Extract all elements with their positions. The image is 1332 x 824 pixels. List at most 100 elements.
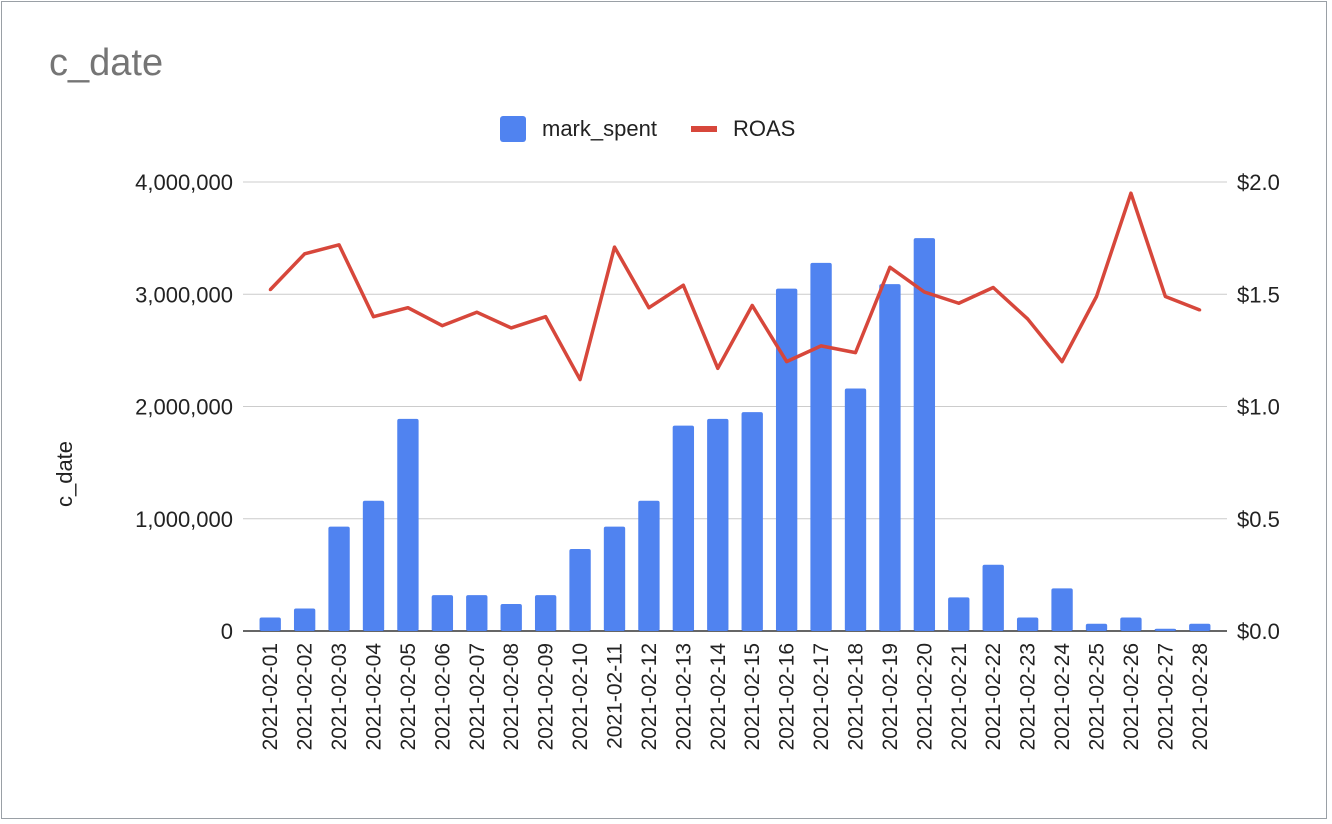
legend-label-roas: ROAS (732, 116, 796, 141)
bar-mark-spent (1154, 628, 1177, 631)
bar-mark-spent (259, 617, 281, 631)
x-tick-label: 2021-02-11 (604, 643, 627, 749)
point-roas (922, 290, 926, 294)
x-tick-label: 2021-02-27 (1154, 643, 1177, 750)
point-roas (475, 310, 479, 314)
point-roas (750, 303, 754, 307)
point-roas (1198, 308, 1202, 312)
point-roas (957, 301, 961, 305)
bar-mark-spent (328, 526, 350, 631)
bar-mark-spent (982, 564, 1004, 631)
bar-mark-spent (741, 412, 763, 631)
bar-mark-spent (1189, 623, 1211, 631)
bar-mark-spent (672, 425, 695, 631)
bar-mark-spent (913, 238, 936, 631)
bar-mark-spent (948, 597, 970, 631)
bar-mark-spent (1085, 623, 1108, 631)
y2-tick-label: $0.5 (1237, 507, 1280, 532)
point-roas (819, 344, 823, 348)
bar-mark-spent (1016, 617, 1039, 631)
legend-swatch-mark-spent (500, 116, 526, 142)
point-roas (613, 245, 616, 249)
x-tick-label: 2021-02-15 (741, 643, 764, 750)
x-tick-label: 2021-02-13 (672, 643, 695, 750)
bar-mark-spent (844, 388, 867, 631)
x-tick-label: 2021-02-09 (535, 643, 558, 750)
bar-mark-spent (810, 262, 832, 631)
x-tick-label: 2021-02-10 (569, 643, 592, 750)
x-tick-label: 2021-02-17 (810, 643, 833, 750)
bar-mark-spent (707, 418, 729, 631)
x-tick-label: 2021-02-07 (466, 643, 489, 750)
point-roas (440, 324, 444, 328)
point-roas (1095, 294, 1098, 298)
bar-mark-spent (569, 549, 591, 631)
point-roas (854, 351, 857, 355)
y-tick-label: 4,000,000 (135, 170, 233, 195)
y-tick-label: 2,000,000 (135, 395, 233, 420)
bar-mark-spent (1051, 588, 1073, 631)
point-roas (303, 252, 307, 256)
y2-tick-label: $1.0 (1237, 395, 1280, 420)
x-tick-label: 2021-02-04 (363, 643, 386, 751)
point-roas (1060, 360, 1064, 364)
x-tick-label: 2021-02-16 (776, 643, 799, 750)
x-tick-label: 2021-02-05 (397, 643, 420, 750)
x-tick-label: 2021-02-22 (982, 643, 1005, 750)
bar-mark-spent (534, 595, 557, 631)
x-tick-label: 2021-02-03 (328, 643, 351, 750)
point-roas (268, 288, 272, 292)
chart-legend: mark_spent ROAS (500, 114, 829, 144)
x-tick-label: 2021-02-20 (913, 643, 936, 750)
point-roas (647, 306, 651, 310)
bar-mark-spent (293, 608, 316, 631)
legend-label-mark-spent: mark_spent (542, 116, 657, 141)
bar-mark-spent (362, 500, 385, 631)
point-roas (716, 366, 720, 370)
point-roas (544, 315, 548, 319)
legend-swatch-roas (690, 126, 717, 132)
point-roas (578, 378, 582, 382)
x-tick-label: 2021-02-14 (707, 643, 730, 751)
point-roas (991, 286, 995, 290)
point-roas (509, 326, 513, 330)
y2-tick-label: $2.0 (1237, 170, 1280, 195)
bar-mark-spent (431, 595, 454, 631)
x-tick-label: 2021-02-02 (294, 643, 317, 750)
x-tick-label: 2021-02-19 (879, 643, 902, 750)
x-tick-label: 2021-02-24 (1051, 643, 1074, 751)
bar-mark-spent (466, 595, 488, 631)
bar-mark-spent (397, 418, 419, 631)
x-tick-label: 2021-02-23 (1017, 643, 1040, 750)
y2-tick-label: $0.0 (1237, 619, 1280, 644)
bar-mark-spent (879, 284, 901, 631)
y-tick-label: 0 (221, 619, 233, 644)
y-tick-label: 3,000,000 (135, 282, 233, 307)
point-roas (337, 243, 341, 247)
y-tick-label: 1,000,000 (135, 507, 233, 532)
point-roas (406, 306, 410, 310)
point-roas (1129, 191, 1133, 195)
x-tick-label: 2021-02-25 (1086, 643, 1109, 750)
y2-tick-label: $1.5 (1237, 282, 1280, 307)
legend-item-mark-spent[interactable]: mark_spent (500, 116, 657, 142)
x-tick-label: 2021-02-01 (259, 643, 282, 750)
legend-item-roas[interactable]: ROAS (690, 116, 796, 142)
point-roas (888, 265, 892, 269)
x-tick-label: 2021-02-08 (500, 643, 523, 750)
x-tick-label: 2021-02-21 (948, 643, 971, 750)
bar-mark-spent (500, 604, 522, 631)
x-tick-label: 2021-02-26 (1120, 643, 1143, 750)
point-roas (1026, 317, 1030, 321)
chart-title: c_date (49, 42, 164, 84)
point-roas (785, 360, 789, 364)
x-tick-label: 2021-02-18 (845, 643, 868, 750)
bar-mark-spent (775, 288, 798, 631)
point-roas (681, 283, 685, 287)
line-roas (268, 191, 1201, 382)
point-roas (372, 315, 375, 319)
x-tick-label: 2021-02-06 (431, 643, 454, 750)
point-roas (1163, 294, 1167, 298)
